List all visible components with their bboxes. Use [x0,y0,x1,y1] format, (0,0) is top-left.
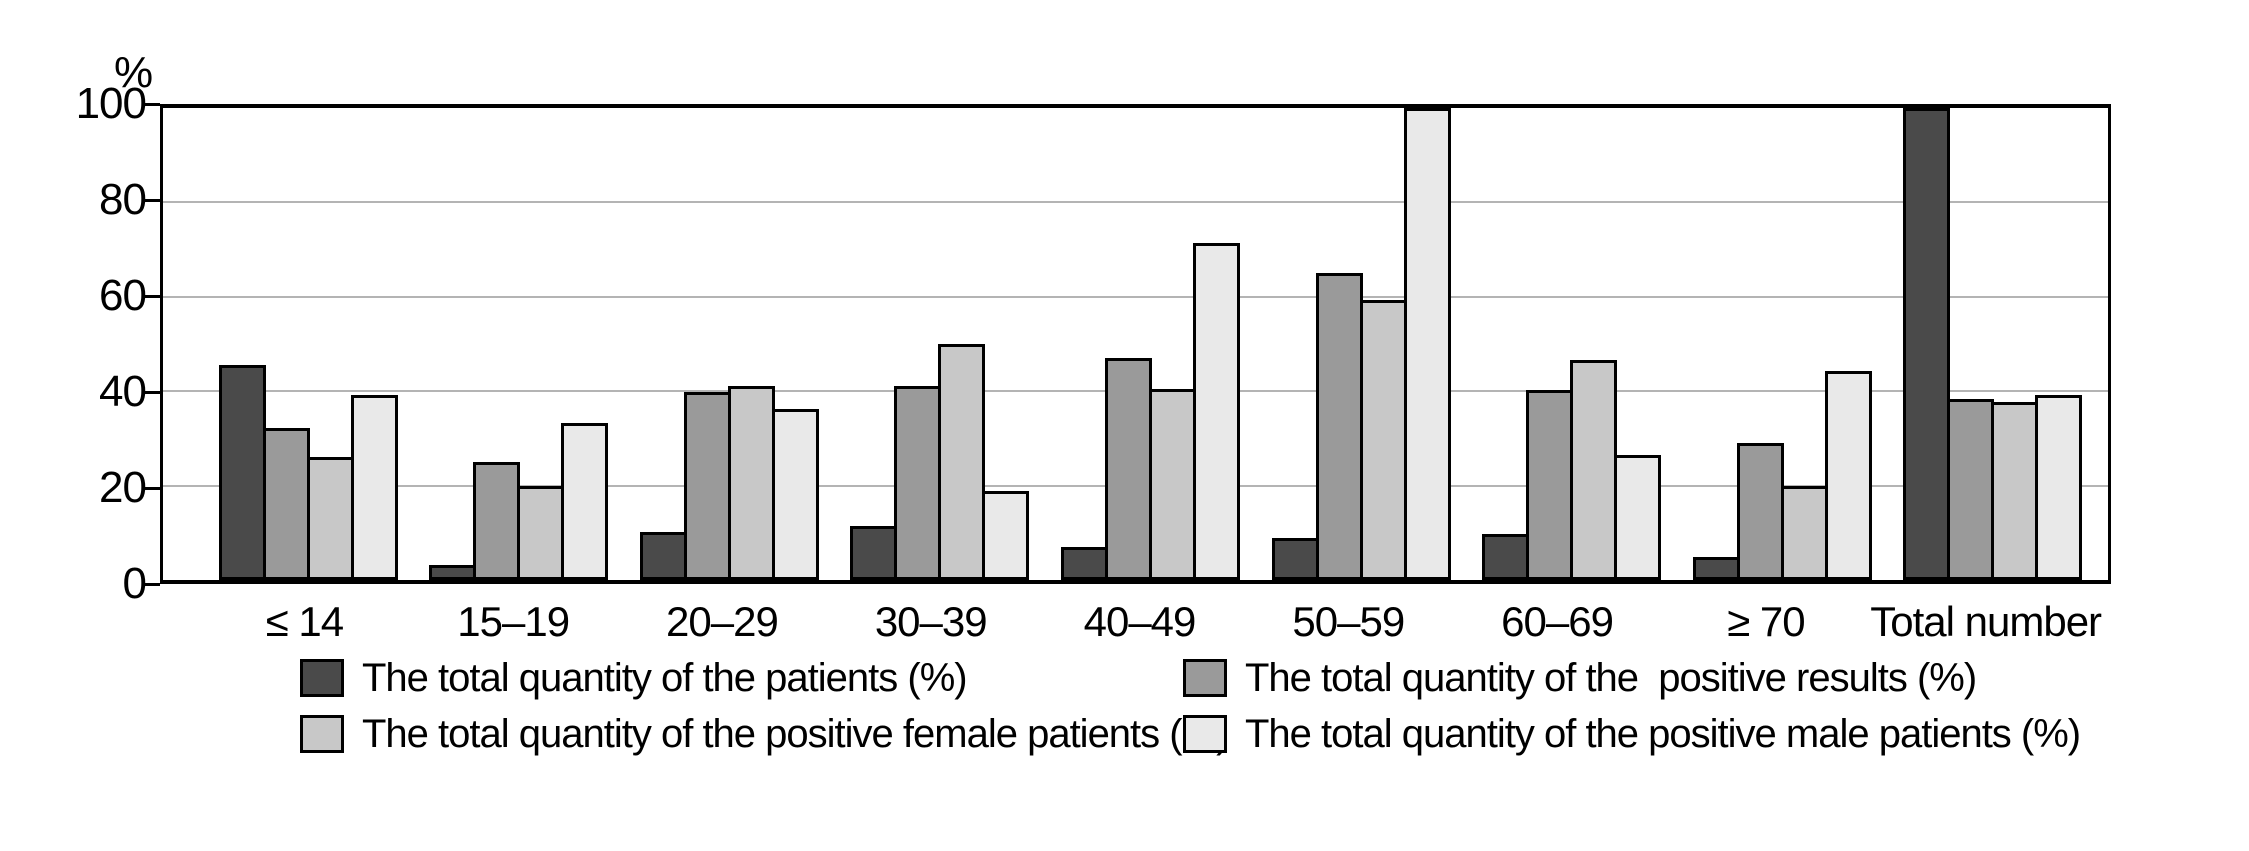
bar-positive-male [2035,394,2083,580]
x-category-label: 60–69 [1501,598,1614,645]
x-category-label: ≤ 14 [265,598,344,645]
y-tick-label: 100 [75,79,147,128]
bar-positive-female [1359,299,1407,580]
bar-positive-female [727,386,775,580]
bar-group [1466,108,1677,580]
y-tick-label: 40 [99,367,147,416]
y-tick-label: 0 [122,559,147,608]
legend-label: The total quantity of the patients (%) [362,655,968,700]
bar-groups [163,108,2108,580]
bar-positive-male [771,408,819,580]
bar-group [1677,108,1888,580]
bar-group [1045,108,1256,580]
bar-positive-female [938,344,986,580]
bar-patients [1482,534,1530,580]
bar-positive-female [1991,401,2039,580]
bar-positive-results [894,386,942,580]
bar-positive-male [982,491,1030,580]
y-tick-label: 20 [99,463,147,512]
bar-patients [1903,108,1951,580]
bar-positive-results [473,462,521,580]
bar-positive-results [1315,273,1363,580]
y-tick-label: 80 [99,175,147,224]
y-tick-mark [142,486,160,490]
y-tick-label: 60 [99,271,147,320]
bar-positive-results [683,392,731,580]
x-category-label: 40–49 [1083,598,1197,645]
y-tick-mark [142,198,160,202]
x-category-label: 30–39 [874,598,988,645]
bar-positive-results [262,428,310,580]
plot-area [160,104,2111,584]
legend-swatch-patients [300,659,344,697]
bar-patients [1692,556,1740,580]
legend-swatch-positive-male [1183,715,1227,753]
bar-group [624,108,835,580]
x-category-label: 15–19 [457,598,570,645]
bar-positive-male [1403,108,1451,580]
bar-group [414,108,625,580]
legend-label: The total quantity of the positive male … [1245,711,2081,756]
bar-patients [1271,537,1319,580]
bar-patients [850,525,898,580]
gridline [163,201,2108,204]
bar-positive-results [1947,398,1995,580]
y-axis-unit-label: % [113,48,153,97]
bar-group [1256,108,1467,580]
bar-positive-female [1780,485,1828,580]
y-tick-mark [142,102,160,106]
x-category-label: 20–29 [666,598,779,645]
bar-positive-male [561,422,609,580]
bar-positive-results [1105,357,1153,580]
bar-positive-results [1736,443,1784,580]
legend-item-patients: The total quantity of the patients (%) [300,656,1183,700]
legend-swatch-positive-results [1183,659,1227,697]
bar-positive-female [1149,388,1197,580]
bar-positive-female [517,486,565,580]
bar-positive-female [1570,359,1618,580]
legend: The total quantity of the patients (%) Th… [300,656,2081,756]
bar-positive-male [1614,454,1662,580]
x-axis-labels: ≤ 14 15–19 20–29 30–39 40–49 50–59 60–69 ≥ 70 To… [160,598,2111,646]
bar-patients [1061,546,1109,580]
bar-positive-results [1526,389,1574,580]
legend-item-positive-results: The total quantity of the positive resul… [1183,656,2080,700]
bar-positive-male [1193,243,1241,580]
bar-positive-male [1824,370,1872,580]
y-tick-mark [142,294,160,298]
y-tick-mark [142,582,160,586]
x-category-label: ≥ 70 [1727,598,1805,645]
x-category-label: 50–59 [1292,598,1405,645]
bar-group [835,108,1046,580]
gridline [163,295,2108,298]
bar-patients [639,531,687,580]
legend-swatch-positive-female [300,715,344,753]
bar-positive-female [306,457,354,580]
legend-item-positive-male: The total quantity of the positive male … [1183,711,2081,756]
legend-label: The total quantity of the positive resul… [1245,655,1977,700]
legend-label: The total quantity of the positive femal… [362,711,1229,756]
bar-positive-male [350,395,398,580]
y-tick-mark [142,390,160,394]
bar-patients [218,365,266,580]
x-category-label: Total number [1870,598,2102,645]
bar-group [1888,108,2099,580]
legend-item-positive-female: The total quantity of the positive femal… [300,712,1229,756]
bar-group [203,108,414,580]
bar-patients [429,564,477,580]
